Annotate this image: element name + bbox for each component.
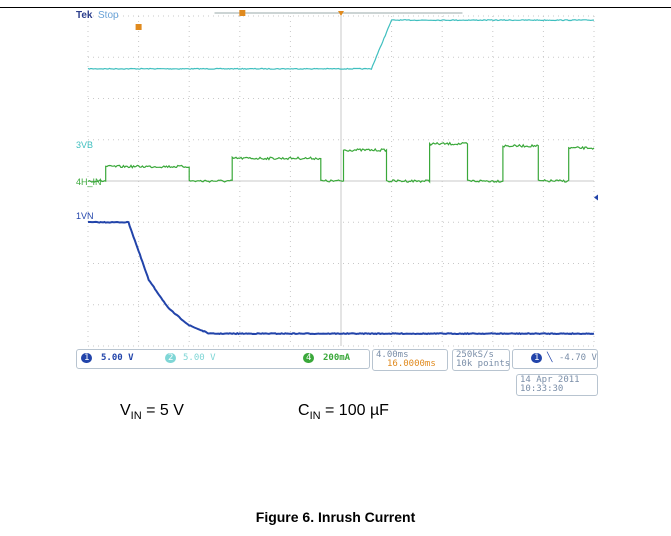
capture-time: 10:33:30 (520, 384, 564, 394)
vin-value: = 5 V (141, 402, 184, 419)
ch1-scale: 5.00 V (101, 353, 134, 363)
ch4-badge: 4 (303, 353, 315, 363)
trigger-arrow-marker (594, 194, 598, 201)
capture-date: 14 Apr 2011 (520, 375, 580, 385)
scope-status-bar: 1 5.00 V 2 5.00 V 4 200mA 4.00ms 16.0000… (76, 348, 600, 371)
trigger-channel-badge: 1 (531, 353, 543, 363)
cin-symbol: C (298, 402, 310, 419)
channel3-marker: 3VB (76, 140, 93, 150)
ch1-number: 1 (76, 211, 82, 221)
vin-condition: VIN = 5 V (120, 402, 184, 422)
ch1-badge: 1 (81, 353, 93, 363)
ch2-badge: 2 (165, 353, 177, 363)
timebase-box: 4.00ms 16.0000ms (372, 349, 448, 371)
ch1-name: VN (81, 211, 94, 221)
ch4-number: 4 (76, 177, 82, 187)
vin-subscript: IN (130, 410, 142, 423)
cin-value: = 100 µF (320, 402, 389, 419)
trace-ch3 (87, 19, 594, 70)
timebase-value: 4.00ms (376, 350, 409, 360)
ch3-name: VB (81, 140, 94, 150)
trigger-point-marker (338, 11, 344, 16)
ch4-scale: 200mA (323, 353, 351, 363)
ch2-scale: 5.00 V (183, 353, 216, 363)
ch3-number: 3 (76, 140, 82, 150)
vertical-settings-box: 1 5.00 V 2 5.00 V 4 200mA (76, 349, 370, 369)
acquisition-box: 250kS/s 10k points (452, 349, 510, 371)
trace-ch1 (87, 220, 595, 336)
cin-subscript: IN (309, 410, 321, 423)
trigger-position: 16.0000ms (387, 359, 436, 369)
trigger-box: 1 ╲ -4.70 V (512, 349, 598, 369)
scope-plot (87, 10, 598, 347)
date-time-box: 14 Apr 2011 10:33:30 (516, 374, 598, 396)
trigger-level-marker (135, 24, 142, 30)
trigger-level: -4.70 V (559, 353, 597, 363)
channel1-marker: 1VN (76, 211, 94, 221)
acquisition-status: Stop (98, 10, 119, 21)
record-length: 10k points (456, 359, 511, 369)
sample-rate: 250kS/s (456, 350, 494, 360)
vin-symbol: V (120, 402, 131, 419)
figure-title: Figure 6. Inrush Current (255, 509, 416, 525)
ch4-name: H_IN (81, 177, 102, 187)
top-rule (0, 7, 671, 8)
brand-label: Tek (76, 10, 93, 21)
cin-condition: CIN = 100 µF (298, 402, 389, 422)
trigger-slope-icon: ╲ (547, 353, 553, 363)
oscilloscope-screen: Tek Stop 3VB 4H_IN 1VN 1 5.00 V 2 5.00 V… (76, 10, 600, 396)
channel4-marker: 4H_IN (76, 177, 102, 187)
trigger-position-marker (239, 10, 246, 16)
trace-ch4 (87, 141, 595, 184)
